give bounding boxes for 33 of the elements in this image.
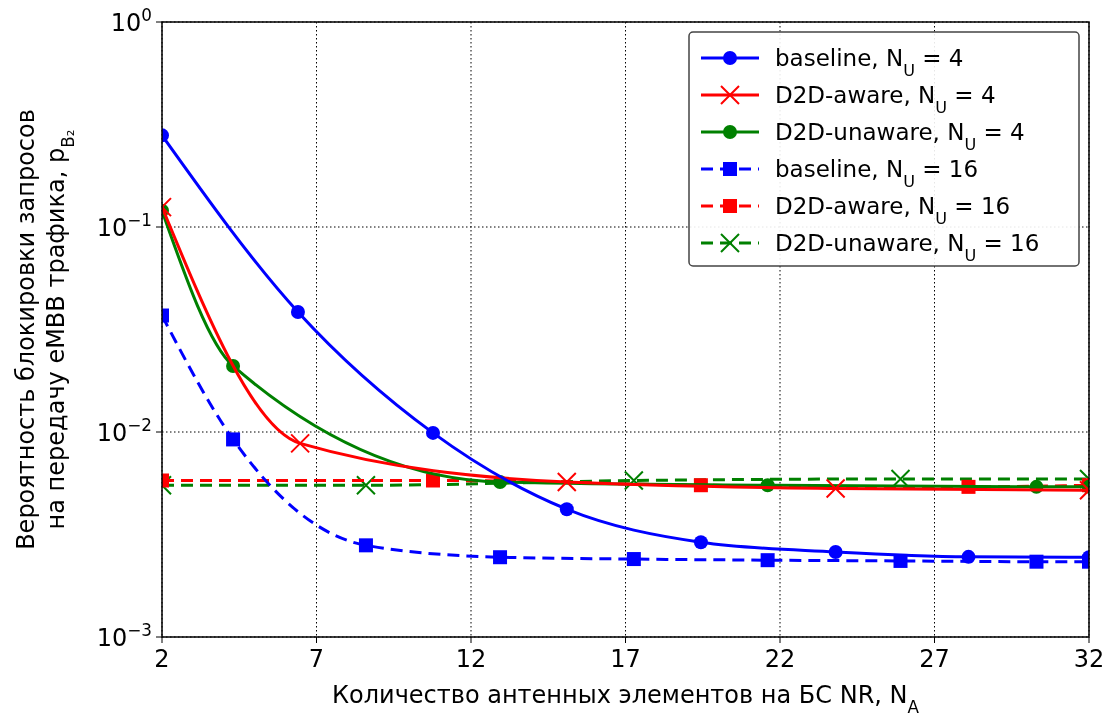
y-tick-label: 10$^{−1}$ bbox=[96, 210, 152, 242]
point bbox=[290, 433, 311, 454]
point bbox=[760, 553, 775, 568]
legend-label: baseline, N$_{U}$ = 4 bbox=[775, 45, 964, 80]
y-tick-label: 10$^{0}$ bbox=[110, 5, 152, 37]
y-tick-label: 10$^{−2}$ bbox=[96, 415, 152, 447]
legend-label: D2D-unaware, N$_{U}$ = 16 bbox=[775, 230, 1040, 265]
x-tick-label: 7 bbox=[308, 645, 325, 673]
point bbox=[825, 478, 846, 499]
x-tick-label: 17 bbox=[610, 645, 641, 673]
point bbox=[425, 425, 440, 440]
x-tick-label: 2 bbox=[154, 645, 170, 673]
point bbox=[828, 544, 843, 559]
point bbox=[626, 552, 641, 567]
legend-label: baseline, N$_{U}$ = 16 bbox=[775, 156, 979, 191]
legend-label: D2D-aware, N$_{U}$ = 4 bbox=[775, 82, 996, 117]
point bbox=[290, 304, 305, 319]
point bbox=[556, 472, 577, 493]
point bbox=[623, 470, 644, 491]
point bbox=[358, 538, 373, 553]
x-tick-label: 12 bbox=[455, 645, 487, 673]
point bbox=[493, 550, 508, 565]
x-axis-title: Количество антенных элементов на БС NR, N$_{A}$ bbox=[331, 681, 920, 717]
legend-label: D2D-aware, N$_{U}$ = 16 bbox=[775, 193, 1011, 228]
legend-label: D2D-unaware, N$_{U}$ = 4 bbox=[775, 119, 1025, 154]
x-tick-label: 22 bbox=[764, 645, 796, 673]
x-tick-label: 32 bbox=[1073, 645, 1105, 673]
point bbox=[693, 535, 708, 550]
point bbox=[559, 502, 574, 517]
x-tick-label: 27 bbox=[919, 645, 950, 673]
point bbox=[355, 475, 376, 496]
point bbox=[226, 432, 241, 447]
y-tick-label: 10$^{−3}$ bbox=[96, 620, 152, 652]
